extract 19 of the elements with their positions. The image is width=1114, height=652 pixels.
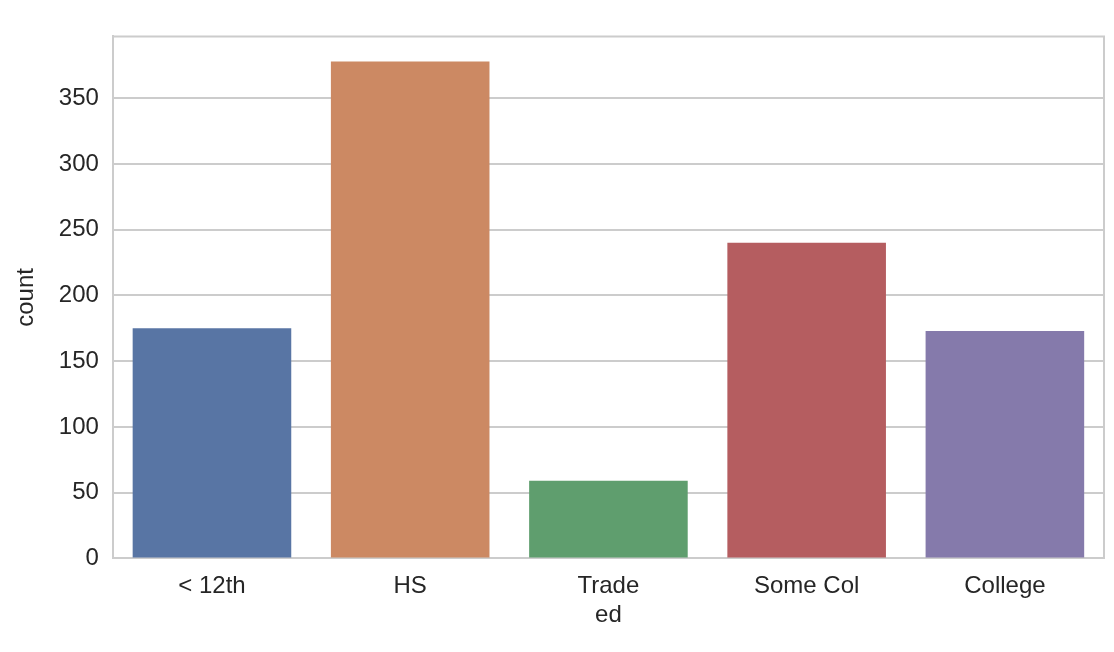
y-tick-label: 150 xyxy=(58,345,99,373)
x-tick-label: College xyxy=(964,571,1046,599)
y-tick-label: 50 xyxy=(72,477,99,505)
bar xyxy=(727,242,886,558)
y-tick-label: 0 xyxy=(85,543,99,571)
y-axis-title: count xyxy=(11,267,39,327)
x-tick-label: HS xyxy=(393,571,427,599)
y-tick-label: 200 xyxy=(58,280,99,308)
x-tick-label: Some Col xyxy=(753,571,860,599)
y-tick-label: 250 xyxy=(58,214,99,242)
bar xyxy=(330,61,490,558)
x-tick-label: < 12th xyxy=(178,571,246,599)
x-tick-label: Trade ed xyxy=(577,571,640,628)
bar xyxy=(925,330,1085,558)
y-tick-label: 300 xyxy=(58,148,99,176)
bar xyxy=(132,328,292,558)
y-tick-label: 350 xyxy=(58,82,99,110)
bar xyxy=(529,480,688,558)
y-tick-label: 100 xyxy=(58,411,99,439)
